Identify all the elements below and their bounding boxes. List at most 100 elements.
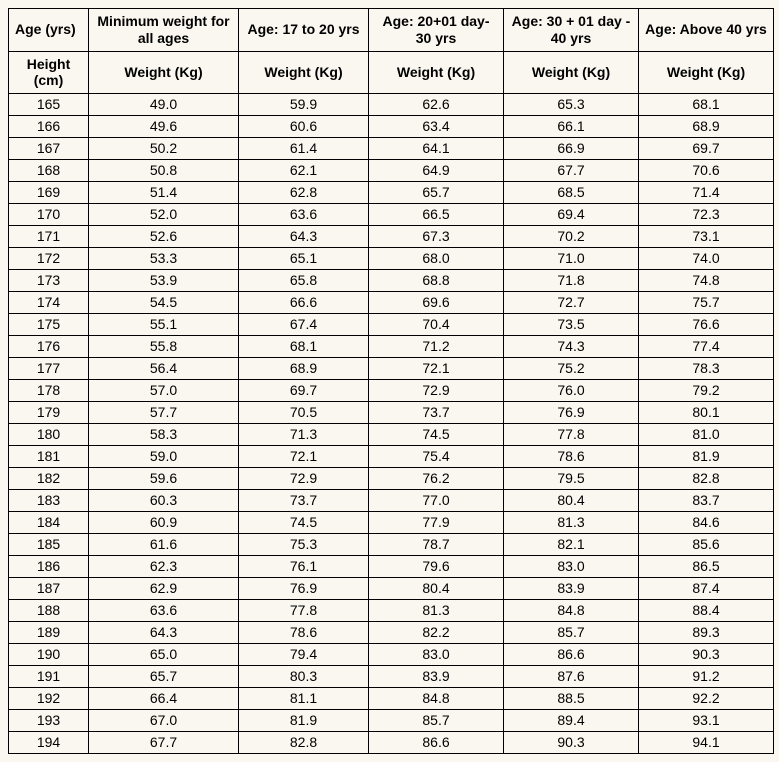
cell-height: 167	[9, 138, 89, 160]
table-row: 17957.770.573.776.980.1	[9, 402, 774, 424]
cell-height: 173	[9, 270, 89, 292]
cell-height: 178	[9, 380, 89, 402]
cell-weight: 65.0	[89, 644, 239, 666]
cell-weight: 67.0	[89, 710, 239, 732]
table-row: 18460.974.577.981.384.6	[9, 512, 774, 534]
cell-weight: 81.3	[504, 512, 639, 534]
cell-weight: 71.0	[504, 248, 639, 270]
cell-weight: 81.3	[369, 600, 504, 622]
table-row: 16549.059.962.665.368.1	[9, 94, 774, 116]
table-row: 16951.462.865.768.571.4	[9, 182, 774, 204]
cell-weight: 60.9	[89, 512, 239, 534]
header-weight-kg-4: Weight (Kg)	[504, 51, 639, 94]
cell-weight: 72.9	[239, 468, 369, 490]
cell-weight: 68.9	[239, 358, 369, 380]
table-row: 18058.371.374.577.881.0	[9, 424, 774, 446]
cell-weight: 88.4	[639, 600, 774, 622]
cell-weight: 78.7	[369, 534, 504, 556]
cell-weight: 71.3	[239, 424, 369, 446]
table-row: 16649.660.663.466.168.9	[9, 116, 774, 138]
cell-weight: 59.0	[89, 446, 239, 468]
cell-weight: 72.3	[639, 204, 774, 226]
table-row: 17555.167.470.473.576.6	[9, 314, 774, 336]
cell-weight: 79.6	[369, 556, 504, 578]
cell-height: 179	[9, 402, 89, 424]
cell-weight: 63.6	[239, 204, 369, 226]
cell-height: 177	[9, 358, 89, 380]
table-row: 18360.373.777.080.483.7	[9, 490, 774, 512]
cell-weight: 70.4	[369, 314, 504, 336]
cell-weight: 52.6	[89, 226, 239, 248]
cell-weight: 56.4	[89, 358, 239, 380]
cell-weight: 76.9	[239, 578, 369, 600]
cell-weight: 86.5	[639, 556, 774, 578]
table-header: Age (yrs) Minimum weight for all ages Ag…	[9, 9, 774, 94]
cell-weight: 55.1	[89, 314, 239, 336]
cell-weight: 74.3	[504, 336, 639, 358]
cell-weight: 72.1	[239, 446, 369, 468]
cell-weight: 80.4	[369, 578, 504, 600]
cell-weight: 68.0	[369, 248, 504, 270]
cell-weight: 84.6	[639, 512, 774, 534]
cell-weight: 73.7	[239, 490, 369, 512]
cell-weight: 73.7	[369, 402, 504, 424]
cell-weight: 90.3	[639, 644, 774, 666]
table-row: 17454.566.669.672.775.7	[9, 292, 774, 314]
cell-weight: 69.6	[369, 292, 504, 314]
cell-height: 190	[9, 644, 89, 666]
cell-height: 180	[9, 424, 89, 446]
cell-weight: 85.6	[639, 534, 774, 556]
header-age-20-30: Age: 20+01 day- 30 yrs	[369, 9, 504, 52]
cell-weight: 62.9	[89, 578, 239, 600]
cell-weight: 76.0	[504, 380, 639, 402]
table-row: 17655.868.171.274.377.4	[9, 336, 774, 358]
cell-height: 182	[9, 468, 89, 490]
cell-weight: 76.1	[239, 556, 369, 578]
cell-height: 172	[9, 248, 89, 270]
cell-weight: 73.5	[504, 314, 639, 336]
cell-weight: 66.5	[369, 204, 504, 226]
header-min-weight-all-ages: Minimum weight for all ages	[89, 9, 239, 52]
table-row: 19367.081.985.789.493.1	[9, 710, 774, 732]
cell-weight: 63.4	[369, 116, 504, 138]
cell-weight: 60.3	[89, 490, 239, 512]
cell-weight: 57.0	[89, 380, 239, 402]
header-height-cm: Height (cm)	[9, 51, 89, 94]
weight-height-table-container: Age (yrs) Minimum weight for all ages Ag…	[8, 8, 771, 754]
cell-weight: 77.0	[369, 490, 504, 512]
cell-weight: 68.1	[639, 94, 774, 116]
cell-weight: 93.1	[639, 710, 774, 732]
cell-weight: 73.1	[639, 226, 774, 248]
cell-weight: 81.9	[239, 710, 369, 732]
cell-weight: 62.1	[239, 160, 369, 182]
cell-weight: 64.1	[369, 138, 504, 160]
cell-weight: 78.6	[504, 446, 639, 468]
cell-weight: 92.2	[639, 688, 774, 710]
cell-weight: 69.4	[504, 204, 639, 226]
cell-weight: 83.0	[504, 556, 639, 578]
header-row-units: Height (cm) Weight (Kg) Weight (Kg) Weig…	[9, 51, 774, 94]
cell-weight: 72.1	[369, 358, 504, 380]
cell-weight: 50.2	[89, 138, 239, 160]
header-weight-kg-1: Weight (Kg)	[89, 51, 239, 94]
cell-weight: 94.1	[639, 732, 774, 754]
cell-height: 169	[9, 182, 89, 204]
table-row: 17052.063.666.569.472.3	[9, 204, 774, 226]
cell-weight: 77.8	[504, 424, 639, 446]
cell-weight: 68.8	[369, 270, 504, 292]
cell-weight: 89.4	[504, 710, 639, 732]
cell-weight: 87.4	[639, 578, 774, 600]
cell-height: 185	[9, 534, 89, 556]
header-age-30-40: Age: 30 + 01 day - 40 yrs	[504, 9, 639, 52]
cell-weight: 90.3	[504, 732, 639, 754]
cell-weight: 66.9	[504, 138, 639, 160]
cell-height: 174	[9, 292, 89, 314]
table-row: 16750.261.464.166.969.7	[9, 138, 774, 160]
cell-weight: 77.4	[639, 336, 774, 358]
cell-weight: 84.8	[369, 688, 504, 710]
cell-weight: 62.3	[89, 556, 239, 578]
cell-weight: 64.3	[239, 226, 369, 248]
table-row: 19165.780.383.987.691.2	[9, 666, 774, 688]
cell-weight: 83.7	[639, 490, 774, 512]
cell-weight: 70.2	[504, 226, 639, 248]
